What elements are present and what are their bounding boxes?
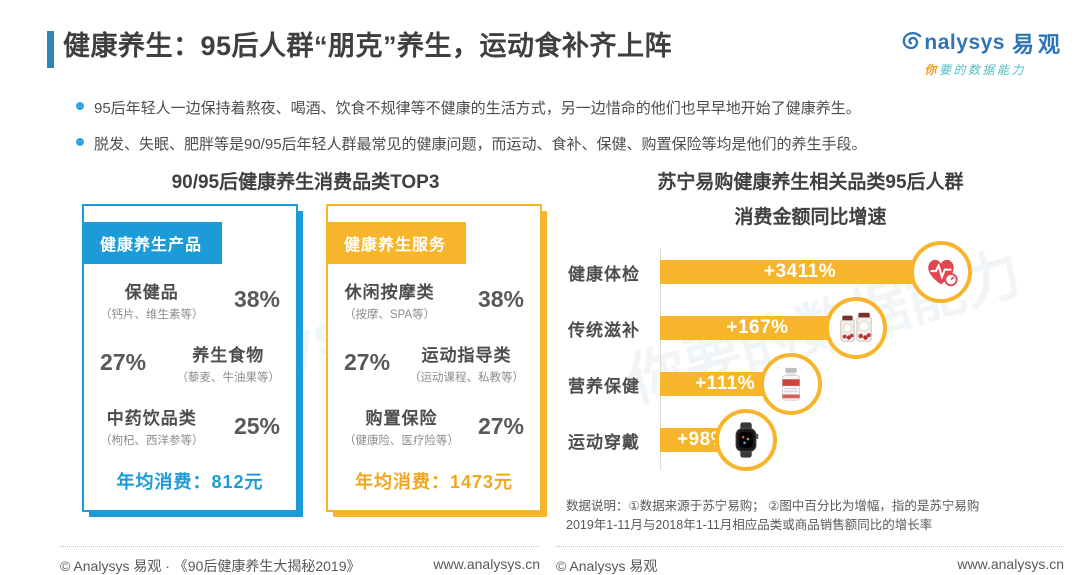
heart-rate-icon	[910, 241, 972, 303]
card-item: 购置保险 （健康险、医疗险等） 27%	[344, 409, 524, 448]
card-badge: 健康养生产品	[84, 222, 223, 264]
left-chart-title: 90/95后健康养生消费品类TOP3	[171, 172, 440, 193]
item-percentage: 38%	[233, 286, 280, 313]
smartwatch-icon	[715, 409, 777, 471]
data-note: 数据说明：①数据来源于苏宁易购； ②图中百分比为增幅，指的是苏宁易购 2019年…	[566, 499, 980, 533]
bar-row: 运动穿戴 +98%	[568, 409, 1068, 471]
right-chart-title-line2: 消费金额同比增速	[734, 207, 887, 228]
analysys-logo: nalysys 易观 你要的数据能力	[900, 27, 1064, 78]
copyright: © Analysys 易观	[556, 558, 658, 574]
annual-spend: 年均消费：812元	[116, 472, 264, 492]
bar-row: 营养保健 +111%	[568, 353, 1068, 415]
logo-text-cn: 易观	[1011, 32, 1064, 57]
top3-cards: 健康养生产品 保健品 （钙片、维生素等） 38% 养生食物 （藜麦、牛油果等） …	[82, 204, 542, 512]
card-badge: 健康养生服务	[328, 222, 467, 264]
footer-left: © Analysys 易观 · 《90后健康养生大揭秘2019》 www.ana…	[60, 546, 540, 575]
right-chart-title-line1: 苏宁易购健康养生相关品类95后人群	[657, 172, 964, 193]
annual-spend: 年均消费：1473元	[354, 472, 514, 492]
logo-text-en: nalysys	[924, 31, 1005, 54]
bar-row: 健康体检 +3411%	[568, 241, 1068, 303]
chart-axis-line	[660, 248, 661, 470]
bullet-dot-icon	[76, 102, 84, 110]
page-title: 健康养生：95后人群“朋克”养生，运动食补齐上阵	[63, 31, 673, 61]
website-link[interactable]: www.analysys.cn	[957, 556, 1064, 572]
supplement-bottle-icon	[760, 353, 822, 415]
growth-bar: +167%	[660, 316, 855, 340]
bullet-item: 95后年轻人一边保持着熬夜、喝酒、饮食不规律等不健康的生活方式，另一边惜命的他们…	[76, 97, 867, 118]
growth-bar: +3411%	[660, 260, 940, 284]
bullet-dot-icon	[76, 138, 84, 146]
website-link[interactable]: www.analysys.cn	[433, 556, 540, 572]
logo-tagline: 你要的数据能力	[924, 63, 1026, 77]
growth-bar-chart: 健康体检 +3411% 传统滋补 +167%	[568, 241, 1068, 471]
key-findings: 95后年轻人一边保持着熬夜、喝酒、饮食不规律等不健康的生活方式，另一边惜命的他们…	[76, 97, 867, 169]
copyright-source: © Analysys 易观 · 《90后健康养生大揭秘2019》	[60, 558, 361, 574]
card-item: 中药饮品类 （枸杞、西洋参等） 25%	[100, 409, 280, 448]
card-item: 休闲按摩类 （按摩、SPA等） 38%	[344, 282, 524, 321]
item-percentage: 27%	[100, 349, 147, 376]
card-item: 运动指导类 （运动课程、私教等） 27%	[344, 345, 524, 384]
bar-row: 传统滋补 +167%	[568, 297, 1068, 359]
card-health-services: 健康养生服务 休闲按摩类 （按摩、SPA等） 38% 运动指导类 （运动课程、私…	[326, 204, 542, 512]
card-item: 养生食物 （藜麦、牛油果等） 27%	[100, 345, 280, 384]
footer-right: © Analysys 易观 www.analysys.cn	[556, 546, 1064, 575]
bullet-item: 脱发、失眠、肥胖等是90/95后年轻人群最常见的健康问题，而运动、食补、保健、购…	[76, 133, 867, 154]
logo-brand: nalysys 易观	[900, 27, 1064, 59]
item-percentage: 25%	[233, 412, 280, 439]
card-item: 保健品 （钙片、维生素等） 38%	[100, 282, 280, 321]
card-health-products: 健康养生产品 保健品 （钙片、维生素等） 38% 养生食物 （藜麦、牛油果等） …	[82, 204, 298, 512]
item-percentage: 27%	[477, 412, 524, 439]
logo-swirl-icon	[900, 29, 924, 57]
item-percentage: 27%	[344, 349, 391, 376]
item-percentage: 38%	[477, 286, 524, 313]
tonic-jars-icon	[825, 297, 887, 359]
title-accent-bar	[47, 31, 54, 68]
